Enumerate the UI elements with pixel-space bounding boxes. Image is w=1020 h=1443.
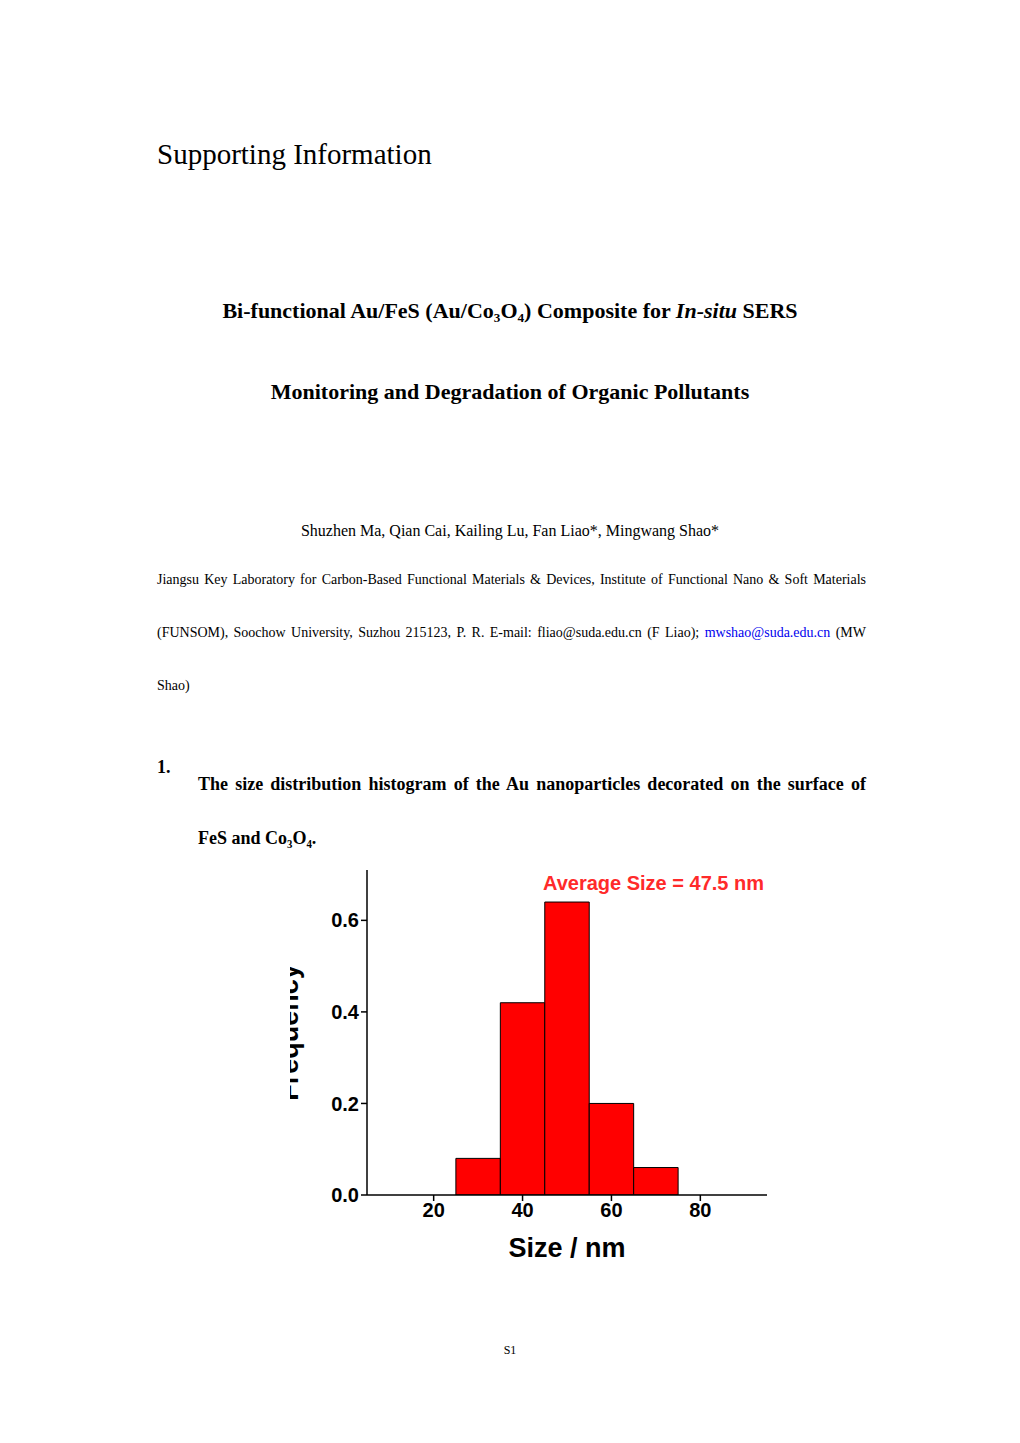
svg-text:Size / nm: Size / nm [508,1233,625,1263]
svg-text:80: 80 [689,1199,711,1221]
html-text:Supporting Information: Supporting Information [157,138,432,170]
svg-text:0.0: 0.0 [331,1184,359,1206]
html-text:Jiangsu Key Laboratory for Car: Jiangsu Key Laboratory for Carbon-Based … [157,572,866,693]
html-text:S1: S1 [503,1343,517,1357]
svg-text:60: 60 [600,1199,622,1221]
svg-text:40: 40 [511,1199,533,1221]
html-text:Bi-functional Au/FeS (Au/Co₃O₄: Bi-functional Au/FeS (Au/Co₃O₄) Composit… [222,298,798,323]
svg-text:0.4: 0.4 [331,1001,360,1023]
html-text:Shuzhen Ma, Qian Cai, Kailing: Shuzhen Ma, Qian Cai, Kailing Lu, Fan Li… [300,522,720,539]
svg-text:Frequency: Frequency [290,964,304,1101]
html-text:Monitoring and Degradation of: Monitoring and Degradation of Organic Po… [270,379,750,404]
svg-text:20: 20 [423,1199,445,1221]
html-text:1.: 1. [157,757,171,777]
html-text:The size distribution histogra: The size distribution histogram of the A… [198,774,866,848]
html-text:Average Size = 47.5 nm: Average Size = 47.5 nm [543,872,764,894]
svg-text:0.2: 0.2 [331,1093,359,1115]
svg-text:0.6: 0.6 [331,909,359,931]
